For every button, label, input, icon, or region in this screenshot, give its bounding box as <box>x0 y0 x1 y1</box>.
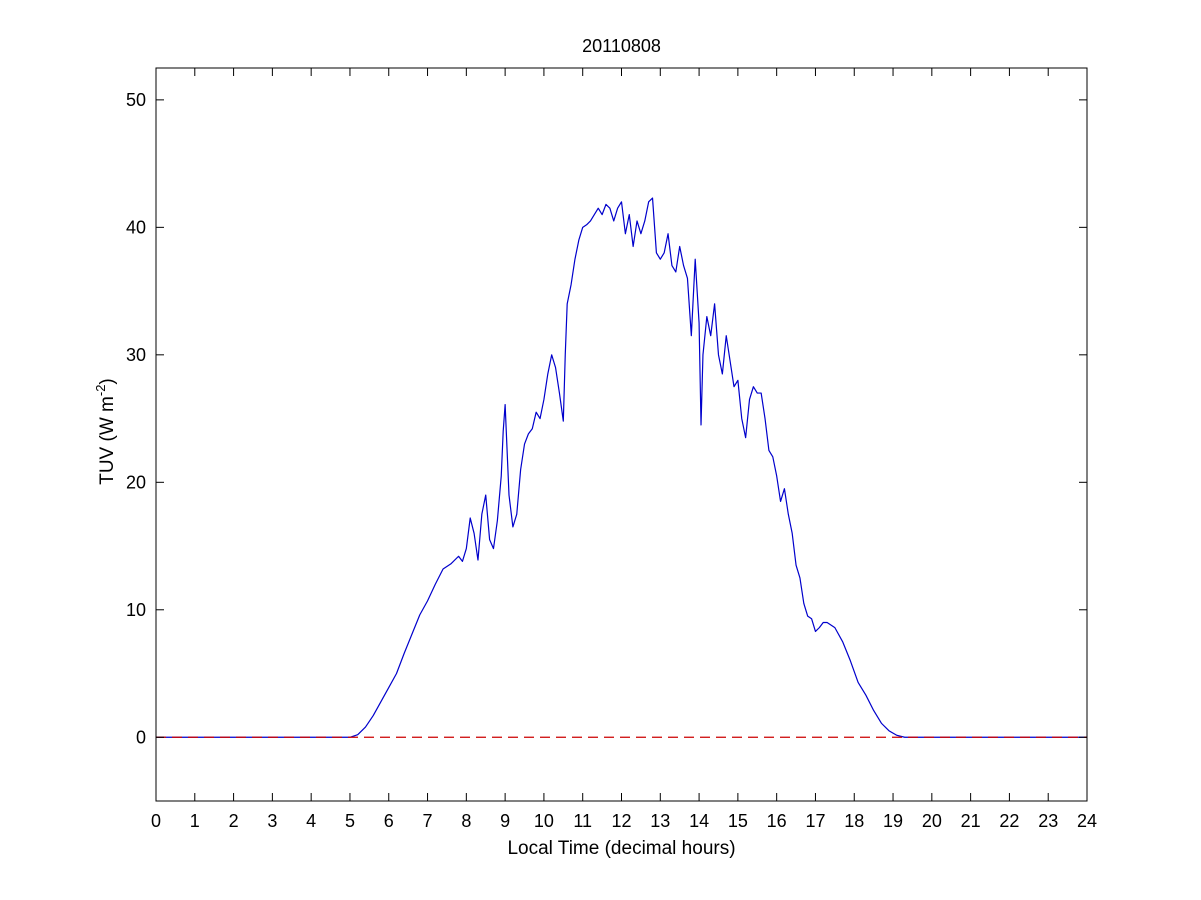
x-tick-label: 6 <box>384 811 394 831</box>
y-axis-label-suffix: ) <box>97 378 118 384</box>
x-tick-label: 20 <box>922 811 942 831</box>
ticks-layer: 0 1 2 3 4 5 6 7 8 9 10 11 12 13 14 15 16 17 18 19 20 21 22 23 24… <box>126 68 1097 831</box>
series-layer <box>156 197 1087 738</box>
x-tick-label: 16 <box>767 811 787 831</box>
x-tick-label: 2 <box>229 811 239 831</box>
y-tick-label: 50 <box>126 90 146 110</box>
tuv-series-line <box>156 197 1087 738</box>
x-tick-label: 12 <box>611 811 631 831</box>
x-tick-label: 0 <box>151 811 161 831</box>
chart-title: 20110808 <box>582 36 661 56</box>
plot-area <box>156 68 1087 801</box>
x-tick-label: 4 <box>306 811 316 831</box>
x-tick-label: 22 <box>999 811 1019 831</box>
x-tick-label: 5 <box>345 811 355 831</box>
x-tick-label: 1 <box>190 811 200 831</box>
x-tick-label: 21 <box>961 811 981 831</box>
x-tick-label: 19 <box>883 811 903 831</box>
x-tick-label: 18 <box>844 811 864 831</box>
x-tick-label: 11 <box>573 811 592 831</box>
y-tick-label: 10 <box>126 600 146 620</box>
x-tick-label: 15 <box>728 811 748 831</box>
y-axis-label-superscript: -2 <box>93 385 108 397</box>
y-tick-label: 0 <box>136 727 146 747</box>
x-tick-label: 7 <box>423 811 433 831</box>
x-tick-label: 14 <box>689 811 709 831</box>
y-axis-label: TUV (W m-2) <box>93 378 118 485</box>
axes-frame <box>155 67 1088 802</box>
y-axis-label-prefix: TUV (W m <box>97 396 118 485</box>
x-tick-label: 10 <box>534 811 554 831</box>
x-tick-label: 24 <box>1077 811 1097 831</box>
x-tick-label: 23 <box>1038 811 1058 831</box>
x-tick-label: 17 <box>805 811 825 831</box>
x-tick-label: 9 <box>500 811 510 831</box>
y-tick-label: 40 <box>126 217 146 237</box>
x-axis-label: Local Time (decimal hours) <box>507 838 735 859</box>
x-tick-label: 8 <box>461 811 471 831</box>
y-tick-label: 20 <box>126 472 146 492</box>
x-tick-label: 13 <box>650 811 670 831</box>
x-tick-label: 3 <box>267 811 277 831</box>
y-tick-label: 30 <box>126 345 146 365</box>
